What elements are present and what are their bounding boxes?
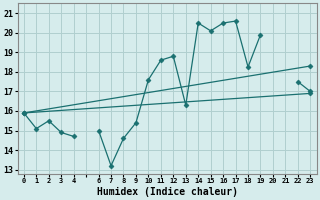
X-axis label: Humidex (Indice chaleur): Humidex (Indice chaleur) bbox=[97, 186, 237, 197]
